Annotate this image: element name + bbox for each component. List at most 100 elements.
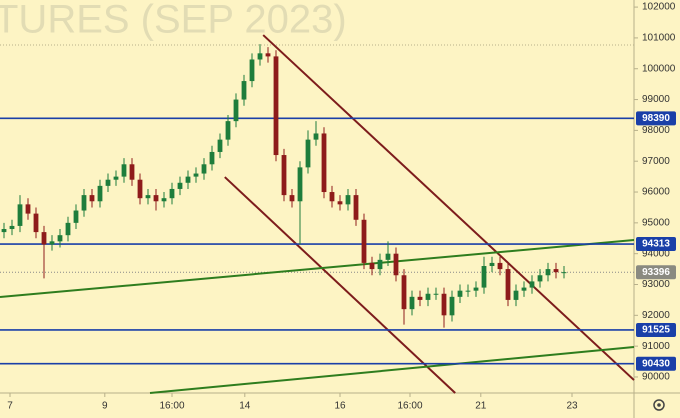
x-tick-label: 16: [334, 401, 346, 412]
candle-body: [409, 296, 415, 310]
candle-body: [401, 275, 407, 310]
y-tick-label: 101000: [642, 33, 676, 44]
candle-body: [529, 281, 535, 288]
last-price-box: [636, 265, 676, 280]
y-tick-label: 96000: [642, 187, 670, 198]
x-tick-label: 16:00: [397, 401, 422, 412]
candle-body: [537, 275, 543, 282]
candle-body: [457, 290, 463, 297]
candle-body: [305, 139, 311, 168]
candle-body: [201, 164, 207, 174]
candle-body: [385, 253, 391, 260]
y-tick-label: 100000: [642, 63, 676, 74]
candle-body: [145, 195, 151, 199]
candle-body: [561, 272, 567, 274]
candle-body: [513, 290, 519, 300]
y-tick-label: 95000: [642, 217, 670, 228]
candle-body: [41, 232, 47, 245]
candle-body: [417, 296, 423, 300]
candle-body: [505, 269, 511, 300]
candle-body: [265, 53, 271, 57]
last-price-label: 93396: [642, 267, 670, 278]
x-tick-label: 7: [7, 401, 13, 412]
candle-body: [313, 133, 319, 140]
level-label-box: [636, 111, 676, 126]
level-label-box: [636, 237, 676, 252]
candle-body: [369, 262, 375, 270]
candle-body: [377, 259, 383, 270]
y-tick-label: 93000: [642, 279, 670, 290]
candle-body: [9, 225, 15, 230]
candle-body: [89, 195, 95, 202]
candle-body: [553, 269, 559, 273]
candle-body: [449, 296, 455, 316]
x-tick-label: 14: [239, 401, 251, 412]
candle-body: [105, 179, 111, 186]
candle-body: [169, 188, 175, 199]
candle-body: [465, 290, 471, 292]
candle-body: [289, 195, 295, 202]
candle-body: [137, 179, 143, 199]
candle-body: [57, 235, 63, 242]
candle-body: [209, 151, 215, 165]
candle-body: [241, 81, 247, 100]
candle-body: [81, 195, 87, 211]
y-tick-label: 91000: [642, 341, 670, 352]
candle-body: [129, 164, 135, 180]
y-tick-label: 97000: [642, 156, 670, 167]
x-tick-label: 21: [475, 401, 487, 412]
candle-body: [233, 99, 239, 122]
candle-body: [153, 195, 159, 202]
y-tick-label: 98000: [642, 125, 670, 136]
candle-body: [345, 195, 351, 205]
candle-body: [481, 266, 487, 288]
candle-body: [185, 176, 191, 183]
x-tick-label: 16:00: [159, 401, 184, 412]
level-label: 90430: [642, 358, 670, 369]
candle-body: [73, 210, 79, 223]
candle-body: [337, 201, 343, 205]
level-label: 94313: [642, 239, 670, 250]
candle-body: [353, 195, 359, 220]
candle-body: [225, 121, 231, 140]
x-tick-label: 23: [566, 401, 578, 412]
y-tick-label: 99000: [642, 94, 670, 105]
candle-body: [1, 229, 7, 233]
x-tick-label: 9: [102, 401, 108, 412]
candle-body: [521, 287, 527, 291]
candle-body: [433, 293, 439, 295]
candle-body: [113, 176, 119, 180]
candle-body: [33, 213, 39, 233]
trend-line: [262, 34, 635, 381]
trend-line: [0, 239, 635, 299]
watermark: TURES (SEP 2023): [0, 0, 347, 42]
candle-body: [297, 167, 303, 202]
level-label-box: [636, 356, 676, 371]
candle-body: [17, 204, 23, 226]
candle-body: [25, 204, 31, 214]
candle-body: [193, 173, 199, 177]
y-tick-label: 92000: [642, 310, 670, 321]
level-label: 98390: [642, 113, 670, 124]
candle-body: [177, 182, 183, 189]
candle-body: [281, 155, 287, 196]
candle-body: [425, 293, 431, 300]
candle-body: [361, 219, 367, 263]
candle-body: [473, 287, 479, 291]
candle-body: [49, 241, 55, 245]
candle-body: [217, 139, 223, 152]
candle-body: [273, 56, 279, 156]
level-label: 91525: [642, 325, 670, 336]
candle-body: [545, 269, 551, 276]
settings-icon[interactable]: [653, 399, 665, 411]
candle-body: [329, 192, 335, 202]
level-label-box: [636, 322, 676, 337]
y-tick-label: 90000: [642, 372, 670, 383]
trend-line: [224, 176, 456, 394]
trend-line: [149, 346, 635, 394]
candle-body: [489, 262, 495, 267]
candle-body: [497, 262, 503, 270]
candle-body: [249, 59, 255, 82]
candle-body: [161, 198, 167, 202]
